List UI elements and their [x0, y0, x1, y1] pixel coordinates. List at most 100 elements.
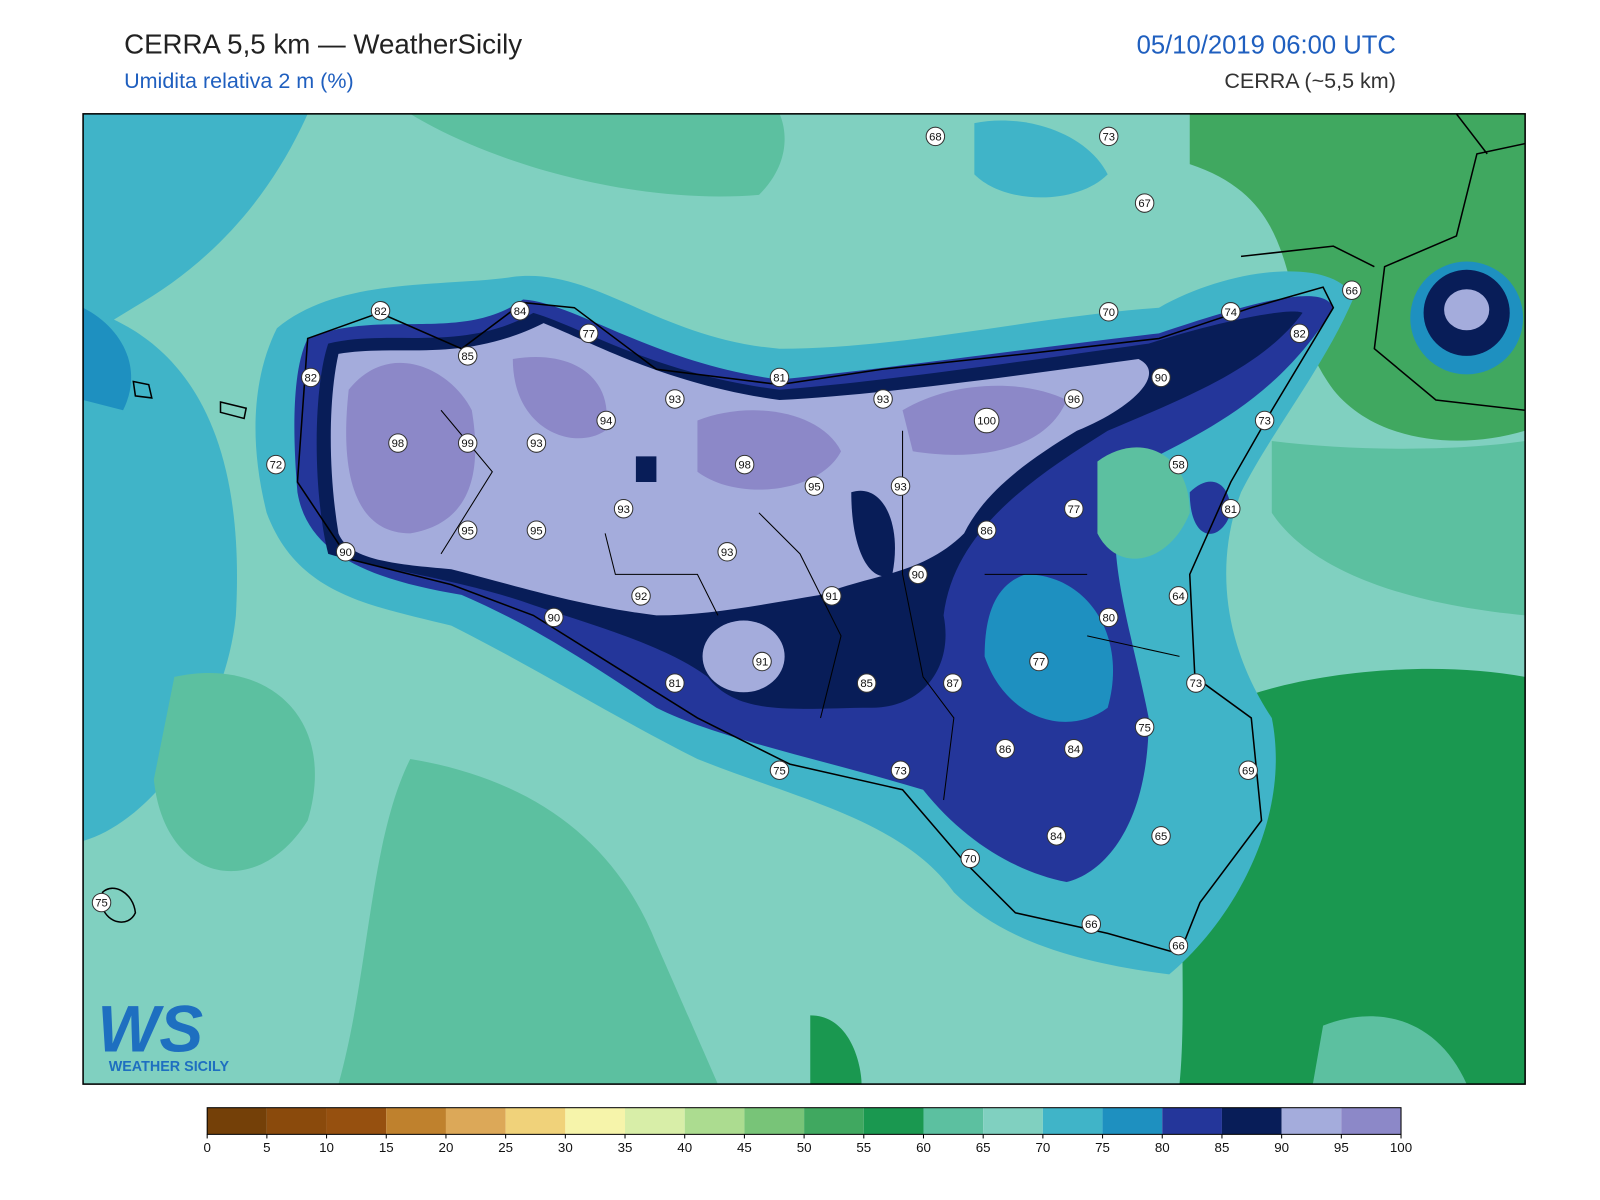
station: 98	[734, 454, 755, 475]
station-value: 98	[738, 460, 751, 472]
logo: WS WEATHER SICILY	[97, 992, 229, 1074]
station-marker	[943, 673, 963, 693]
station: 82	[301, 367, 321, 388]
station: 86	[995, 738, 1015, 759]
station: 92	[631, 586, 651, 606]
station-marker	[526, 433, 547, 453]
station: 93	[717, 542, 737, 562]
station: 77	[1064, 498, 1084, 519]
station: 95	[526, 520, 547, 540]
colorbar-tick-label: 20	[439, 1140, 454, 1155]
station-marker	[526, 520, 547, 540]
colorbar-tick-label: 65	[976, 1140, 991, 1155]
station: 75	[91, 892, 112, 913]
station-value: 84	[1068, 744, 1081, 756]
station-marker	[578, 323, 599, 344]
station-value: 93	[617, 504, 630, 516]
station-value: 82	[1293, 328, 1306, 340]
station: 85	[457, 346, 478, 366]
station-value: 75	[773, 765, 786, 777]
colorbar-bin	[744, 1107, 805, 1135]
colorbar-tick-label: 75	[1095, 1140, 1110, 1155]
station-value: 94	[600, 416, 613, 428]
station-marker	[1238, 760, 1258, 780]
station: 85	[856, 673, 877, 693]
station: 66	[1342, 280, 1362, 300]
station-marker	[1254, 410, 1275, 431]
station-value: 81	[1225, 504, 1238, 516]
station: 77	[578, 323, 599, 344]
colorbar-bin	[445, 1107, 506, 1135]
station: 91	[752, 651, 772, 672]
station-value: 77	[1033, 657, 1046, 669]
station-marker	[1151, 367, 1171, 388]
station-marker	[388, 433, 408, 453]
station-value: 77	[1068, 504, 1081, 516]
station: 73	[890, 760, 911, 780]
station-marker	[266, 454, 286, 475]
station: 91	[822, 586, 842, 606]
station-value: 90	[548, 613, 561, 625]
station-marker	[1168, 454, 1189, 475]
station: 72	[266, 454, 286, 475]
station-marker	[544, 607, 564, 628]
subtitle: Umidita relativa 2 m (%)	[124, 69, 354, 93]
station-marker	[873, 389, 893, 409]
title: CERRA 5,5 km — WeatherSicily	[124, 28, 522, 59]
station-value: 82	[305, 373, 318, 385]
station-marker	[1098, 607, 1119, 628]
station-marker	[91, 892, 112, 913]
station: 81	[665, 673, 685, 693]
colorbar-tick-label: 15	[379, 1140, 394, 1155]
station-layer: 68 73 67 82 84 77 85 82 81 93 93 90 70 74 66 82 96 100 73 9…	[91, 126, 1362, 956]
colorbar-bin	[804, 1107, 864, 1135]
station-value: 82	[374, 306, 387, 318]
station-value: 86	[999, 744, 1012, 756]
station-marker	[510, 301, 530, 321]
colorbar-bin	[207, 1107, 267, 1135]
station-marker	[890, 760, 911, 780]
colorbar-tick-label: 35	[618, 1140, 633, 1155]
station: 74	[1221, 302, 1241, 322]
colorbar-bin	[1042, 1107, 1103, 1135]
station-marker	[925, 126, 946, 147]
station: 93	[665, 389, 685, 409]
station-marker	[1029, 651, 1049, 672]
station: 90	[1151, 367, 1171, 388]
station: 93	[873, 389, 893, 409]
colorbar-tick-label: 30	[558, 1140, 573, 1155]
station: 84	[1064, 738, 1084, 759]
station-value: 73	[894, 765, 907, 777]
station-marker	[890, 476, 911, 496]
colorbar-bin	[684, 1107, 745, 1135]
station-marker	[301, 367, 321, 388]
station-value: 100	[977, 416, 996, 428]
station-value: 96	[1068, 394, 1081, 406]
station-value: 95	[461, 525, 474, 537]
station: 68	[925, 126, 946, 147]
colorbar-tick-label: 45	[737, 1140, 752, 1155]
colorbar-tick-label: 95	[1334, 1140, 1349, 1155]
station-marker	[1168, 586, 1189, 606]
station: 84	[1046, 826, 1067, 846]
station-value: 77	[582, 328, 595, 340]
station: 84	[510, 301, 530, 321]
station: 81	[769, 367, 790, 388]
station-value: 74	[1225, 307, 1238, 319]
station-marker	[1151, 826, 1171, 846]
station: 90	[908, 564, 928, 585]
station-value: 99	[461, 438, 474, 450]
colorbar-bin	[923, 1107, 984, 1135]
colorbar-tick-label: 70	[1035, 1140, 1050, 1155]
station: 73	[1254, 410, 1275, 431]
station-value: 72	[270, 460, 283, 472]
map-field	[83, 113, 1526, 1085]
station-value: 66	[1085, 919, 1098, 931]
colorbar-tick-label: 55	[856, 1140, 871, 1155]
station-value: 69	[1242, 765, 1255, 777]
station-marker	[370, 301, 391, 321]
station-value: 81	[669, 678, 682, 690]
station-value: 91	[826, 591, 839, 603]
colorbar-tick-label: 0	[203, 1140, 210, 1155]
